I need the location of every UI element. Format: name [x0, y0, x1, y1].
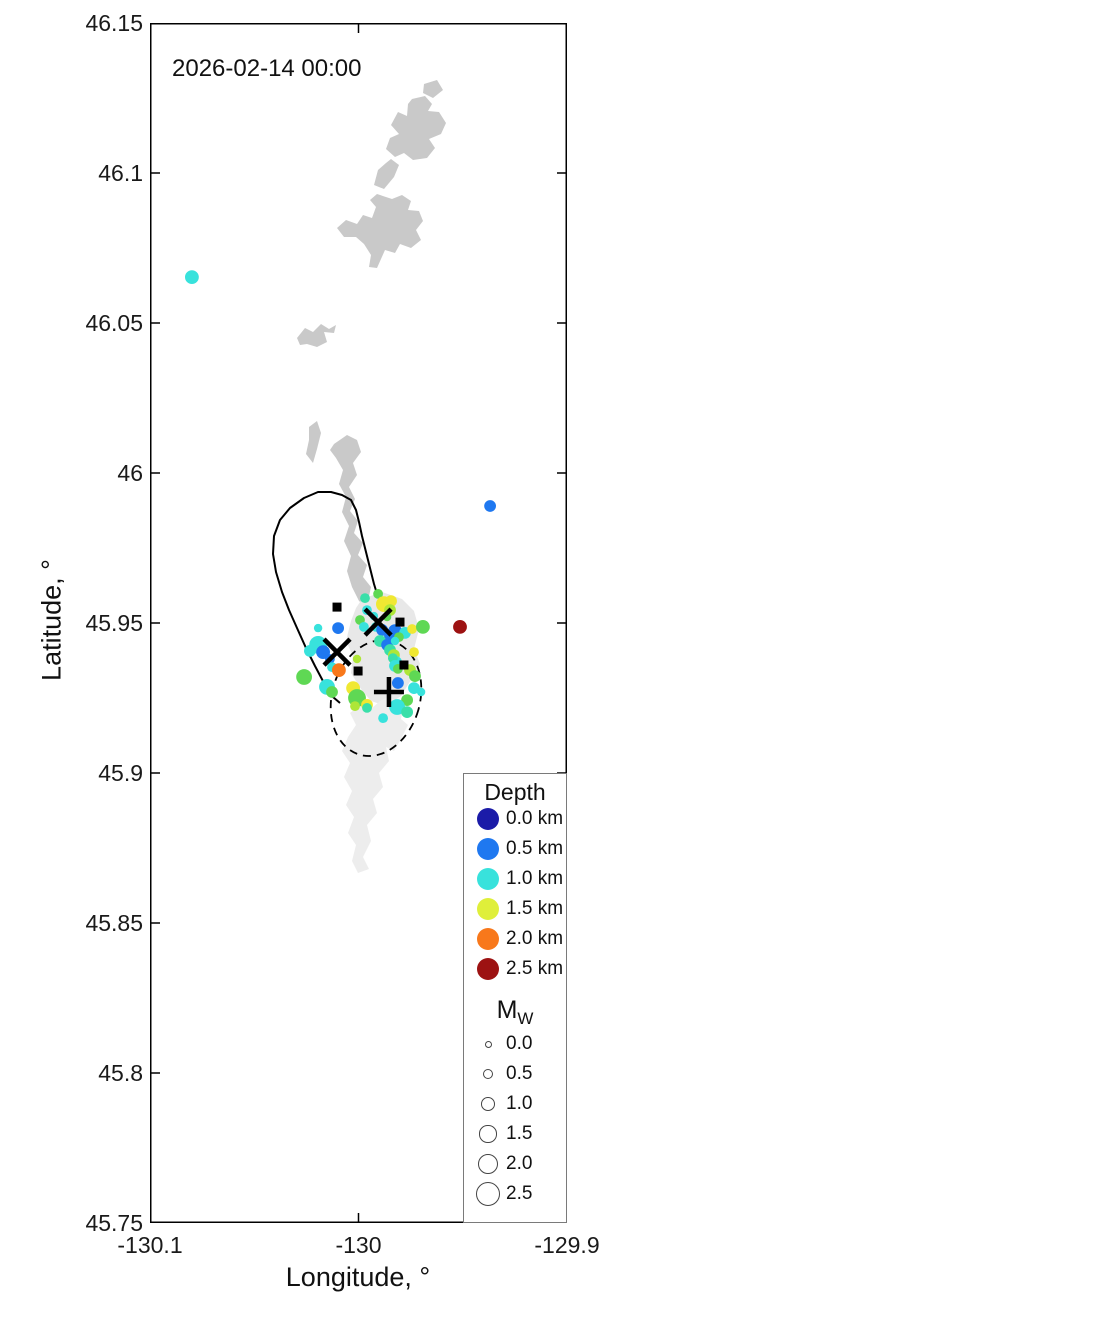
lava-blob-5	[306, 421, 321, 463]
square-marker	[332, 602, 342, 612]
y-tick-label: 46.1	[98, 160, 143, 186]
map-plot	[150, 23, 567, 1223]
x-marker	[363, 607, 393, 637]
lava-blob-3	[337, 194, 423, 268]
earthquake-dot	[362, 703, 372, 713]
lava-blob-6	[330, 435, 375, 609]
square-marker	[395, 617, 405, 627]
earthquake-dot	[373, 589, 383, 599]
legend-mw-label: 1.5	[506, 1123, 533, 1144]
legend-depth-title: Depth	[484, 779, 546, 805]
legend-mw-label: 2.0	[506, 1153, 533, 1174]
lava-blob-4	[297, 324, 336, 347]
y-tick-label: 46.05	[85, 310, 143, 336]
earthquake-dot	[296, 669, 312, 685]
earthquake-dot	[416, 620, 430, 634]
legend: Depth 0.0 km 0.5 km 1.0 km 1.5 km 2.0 km…	[463, 773, 567, 1223]
y-tick-label: 46.15	[85, 10, 143, 36]
earthquake-dot	[350, 701, 360, 711]
earthquake-dot	[407, 624, 417, 634]
terrain-light-2	[342, 697, 408, 873]
legend-mw-label: 1.0	[506, 1093, 533, 1114]
legend-mw-swatch	[481, 1097, 495, 1111]
square-marker	[353, 666, 363, 676]
legend-mw-title: MW	[496, 996, 534, 1028]
legend-depth-label: 1.0 km	[506, 868, 564, 889]
y-tick-label: 45.95	[85, 610, 143, 636]
earthquake-dot	[385, 595, 397, 607]
earthquake-dot	[484, 500, 496, 512]
legend-depth-label: 2.5 km	[506, 958, 564, 979]
earthquake-dot	[390, 636, 400, 646]
earthquake-dot	[416, 687, 426, 697]
legend-depth-swatch	[477, 898, 499, 920]
legend-depth-swatch	[477, 868, 499, 890]
y-tick-label: 45.75	[85, 1210, 143, 1236]
legend-mw-swatch	[477, 1153, 499, 1175]
y-tick-label: 45.8	[98, 1060, 143, 1086]
legend-depth-swatch	[477, 928, 499, 950]
y-tick-label: 45.85	[85, 910, 143, 936]
x-axis-label: Longitude, °	[285, 1262, 431, 1292]
x-tick-label: -129.9	[534, 1232, 600, 1258]
earthquake-dot	[392, 677, 404, 689]
earthquake-dot	[408, 682, 420, 694]
earthquake-dot	[401, 706, 413, 718]
lava-blob-2	[374, 159, 399, 189]
earthquake-dot	[359, 622, 369, 632]
legend-depth-swatch	[477, 838, 499, 860]
legend-mw-label: 0.5	[506, 1063, 533, 1084]
earthquake-dot	[409, 670, 421, 682]
x-marker	[322, 637, 352, 667]
legend-depth-label: 0.5 km	[506, 838, 564, 859]
earthquake-dot	[409, 647, 419, 657]
legend-mw-label: 0.0	[506, 1033, 533, 1054]
square-marker	[399, 660, 409, 670]
earthquake-dot	[360, 593, 370, 603]
legend-mw-swatch	[482, 1068, 494, 1080]
lava-blob-1	[386, 96, 446, 160]
y-axis-label: Latitude, °	[36, 559, 67, 681]
legend-depth-label: 2.0 km	[506, 928, 564, 949]
legend-mw-swatch	[479, 1125, 497, 1143]
legend-mw-swatch	[484, 1040, 492, 1048]
x-tick-label: -130.1	[117, 1232, 183, 1258]
legend-depth-swatch	[477, 958, 499, 980]
earthquake-dot	[401, 694, 413, 706]
earthquake-dot	[378, 713, 388, 723]
earthquake-dot	[453, 620, 467, 634]
earthquake-dot	[326, 686, 338, 698]
lava-blob-0	[423, 80, 443, 98]
timestamp-label: 2026-02-14 00:00	[172, 55, 362, 82]
legend-depth-label: 0.0 km	[506, 808, 564, 829]
legend-mw-label: 2.5	[506, 1183, 533, 1204]
earthquake-dot	[352, 654, 362, 664]
legend-depth-swatch	[477, 808, 499, 830]
x-tick-label: -130	[335, 1232, 382, 1258]
earthquake-dot	[389, 699, 405, 715]
legend-mw-swatch	[476, 1182, 500, 1206]
legend-depth-label: 1.5 km	[506, 898, 564, 919]
earthquake-dot	[185, 270, 199, 284]
y-tick-label: 45.9	[98, 760, 143, 786]
earthquake-dot	[304, 645, 316, 657]
earthquake-dot	[332, 622, 344, 634]
earthquake-dot	[332, 663, 346, 677]
y-tick-label: 46	[117, 460, 143, 486]
earthquake-dot	[313, 623, 323, 633]
